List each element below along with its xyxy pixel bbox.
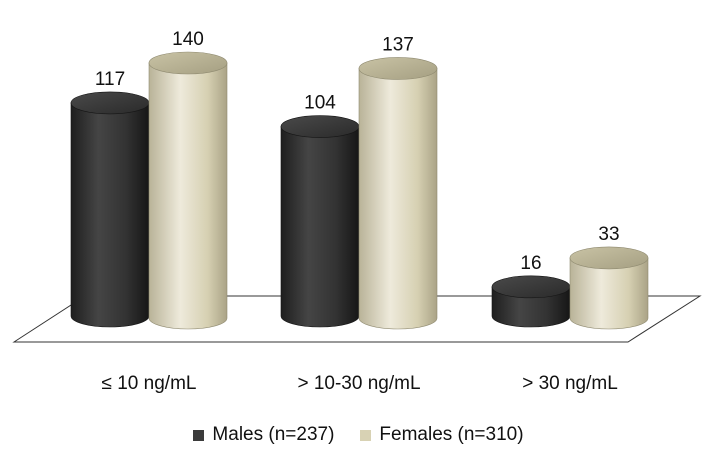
category-label-2: > 30 ng/mL: [522, 373, 618, 394]
bar-females-1: [358, 57, 438, 330]
legend: Males (n=237) Females (n=310): [0, 424, 717, 446]
data-label-females-0: 140: [172, 29, 204, 50]
data-label-males-1: 104: [304, 93, 336, 114]
legend-item-males: Males (n=237): [193, 424, 334, 446]
category-label-0: ≤ 10 ng/mL: [102, 373, 197, 394]
cylinder-bar-chart: 117 140 ≤ 10 ng/mL 104 137 > 10-30 ng/mL 16 33 >…: [12, 29, 702, 394]
data-label-females-1: 137: [382, 34, 414, 55]
bar-females-0: [148, 51, 228, 330]
data-label-males-0: 117: [95, 69, 125, 90]
legend-swatch-females: [360, 429, 372, 441]
category-label-1: > 10-30 ng/mL: [297, 373, 420, 394]
bar-males-2: [491, 275, 571, 328]
data-label-males-2: 16: [520, 253, 541, 274]
bar-females-2: [569, 246, 649, 330]
legend-label-females: Females (n=310): [379, 424, 524, 445]
data-label-females-2: 33: [598, 224, 619, 245]
bar-males-0: [70, 91, 150, 328]
legend-item-females: Females (n=310): [360, 424, 524, 446]
legend-label-males: Males (n=237): [212, 424, 335, 445]
bar-males-1: [280, 115, 360, 328]
legend-swatch-males: [193, 429, 205, 441]
